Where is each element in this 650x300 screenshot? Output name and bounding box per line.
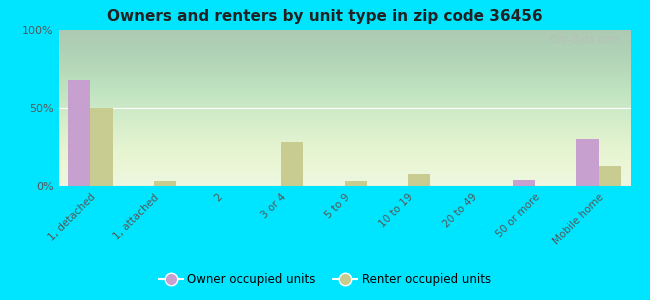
Bar [577,139,599,186]
Text: 5 to 9: 5 to 9 [323,192,352,220]
Text: 50 or more: 50 or more [495,192,542,240]
Bar [408,173,430,186]
Text: 10 to 19: 10 to 19 [378,192,415,230]
Text: 20 to 49: 20 to 49 [441,192,478,230]
Bar [281,142,303,186]
Bar [90,108,112,186]
Bar [513,180,535,186]
Text: Mobile home: Mobile home [551,192,606,246]
Text: City-Data.com: City-Data.com [549,35,619,45]
Legend: Owner occupied units, Renter occupied units: Owner occupied units, Renter occupied un… [154,269,496,291]
Bar [599,166,621,186]
Bar [344,181,367,186]
Text: 1, detached: 1, detached [46,192,98,243]
Text: 3 or 4: 3 or 4 [259,192,288,220]
Text: 2: 2 [213,192,224,204]
Bar [154,181,176,186]
Bar [68,80,90,186]
Text: Owners and renters by unit type in zip code 36456: Owners and renters by unit type in zip c… [107,9,543,24]
Text: 1, attached: 1, attached [112,192,161,241]
